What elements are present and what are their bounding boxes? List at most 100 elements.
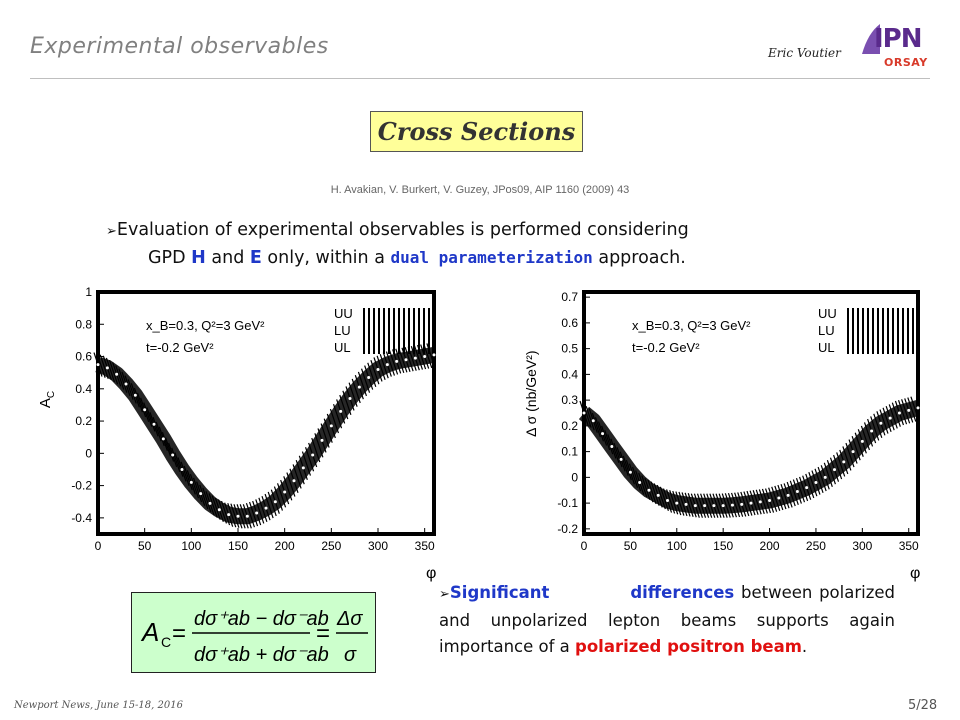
data-point: [236, 514, 240, 518]
data-point: [805, 486, 809, 490]
series-hatch: [715, 493, 725, 518]
data-point: [703, 504, 707, 508]
series-hatch: [610, 438, 620, 463]
series-hatch: [638, 472, 648, 498]
data-point: [879, 421, 883, 425]
series-hatch: [323, 418, 333, 443]
series-hatch: [817, 466, 827, 492]
logo-subtext: ORSAY: [884, 56, 928, 69]
data-point: [619, 457, 623, 461]
series-hatch: [99, 354, 109, 379]
formula-lhs-sub: C: [161, 634, 171, 650]
x-tick-label: 350: [415, 539, 435, 553]
series-hatch: [360, 368, 371, 393]
t-annotation: t=-0.2 GeV²: [146, 340, 214, 355]
series-hatch: [413, 345, 424, 370]
data-point: [301, 466, 305, 470]
x-tick-label: 200: [760, 539, 780, 553]
y-tick-label: 0.8: [75, 317, 92, 331]
series-hatch: [786, 481, 796, 507]
series-hatch: [367, 362, 377, 388]
data-point: [292, 479, 296, 483]
series-hatch: [863, 422, 874, 447]
series-hatch: [227, 502, 237, 528]
series-hatch: [379, 354, 389, 379]
data-point: [124, 382, 128, 386]
data-point: [749, 501, 753, 505]
series-hatch: [628, 463, 639, 488]
series-hatch: [183, 465, 193, 491]
y-tick-label: 0.4: [561, 367, 578, 381]
series-hatch: [404, 347, 414, 372]
series-hatch: [388, 350, 399, 375]
series-hatch: [96, 353, 106, 378]
series-hatch: [301, 451, 312, 476]
data-point: [311, 453, 315, 457]
series-hatch: [789, 480, 799, 505]
y-tick-label: -0.4: [71, 511, 92, 525]
data-point: [348, 396, 352, 400]
y-tick-label: 0.7: [561, 290, 578, 304]
series-hatch: [311, 437, 321, 463]
series-hatch: [771, 486, 781, 512]
series-hatch: [264, 493, 274, 519]
series-hatch: [656, 484, 666, 510]
series-hatch: [245, 502, 256, 528]
x-tick-label: 100: [181, 539, 201, 553]
series-hatch: [286, 472, 296, 497]
data-point: [273, 500, 277, 504]
series-hatch: [143, 402, 153, 427]
logo-text: IPN: [874, 24, 922, 54]
data-point: [647, 488, 651, 492]
series-hatch: [348, 382, 358, 407]
series-hatch: [873, 413, 883, 439]
data-point: [823, 475, 827, 479]
data-point: [143, 408, 147, 412]
series-hatch: [329, 408, 340, 434]
data-point: [693, 504, 697, 508]
data-point: [740, 502, 744, 506]
data-point: [916, 406, 920, 410]
intro-line-2: GPD H and E only, within a dual paramete…: [106, 245, 866, 271]
data-point: [656, 493, 660, 497]
data-point: [721, 504, 725, 508]
series-hatch: [208, 493, 218, 518]
y-tick-label: -0.2: [557, 522, 578, 536]
y-tick-label: -0.1: [557, 496, 578, 510]
series-hatch: [124, 375, 134, 400]
y-tick-label: 1: [85, 285, 92, 299]
legend-label: UU: [334, 306, 353, 321]
series-hatch: [591, 412, 601, 438]
data-point: [161, 437, 165, 441]
y-tick-label: 0.6: [561, 316, 578, 330]
series-hatch: [604, 429, 614, 455]
series-hatch: [845, 442, 855, 468]
x-tick-label: 250: [321, 539, 341, 553]
series-hatch: [398, 348, 408, 373]
series-hatch: [202, 487, 212, 513]
series-hatch: [133, 387, 144, 413]
series-hatch: [758, 489, 768, 514]
series-hatch: [199, 484, 209, 510]
data-point: [684, 502, 688, 506]
x-tick-label: 50: [624, 539, 638, 553]
data-point: [96, 363, 100, 367]
y-tick-label: 0: [571, 470, 578, 484]
x-tick-label: 300: [368, 539, 388, 553]
series-hatch: [283, 476, 293, 501]
series-hatch: [795, 478, 806, 503]
series-hatch: [370, 359, 380, 385]
series-hatch: [304, 447, 315, 472]
data-point: [666, 499, 669, 503]
gpd-h: H: [191, 248, 206, 268]
series-hatch: [836, 452, 846, 477]
series-hatch: [749, 490, 759, 515]
data-point: [264, 506, 268, 510]
series-hatch: [171, 447, 181, 472]
data-point: [907, 408, 911, 412]
series-hatch: [910, 396, 920, 421]
data-point: [675, 501, 679, 505]
data-point: [888, 416, 892, 420]
series-hatch: [761, 488, 772, 514]
data-point: [768, 499, 772, 503]
